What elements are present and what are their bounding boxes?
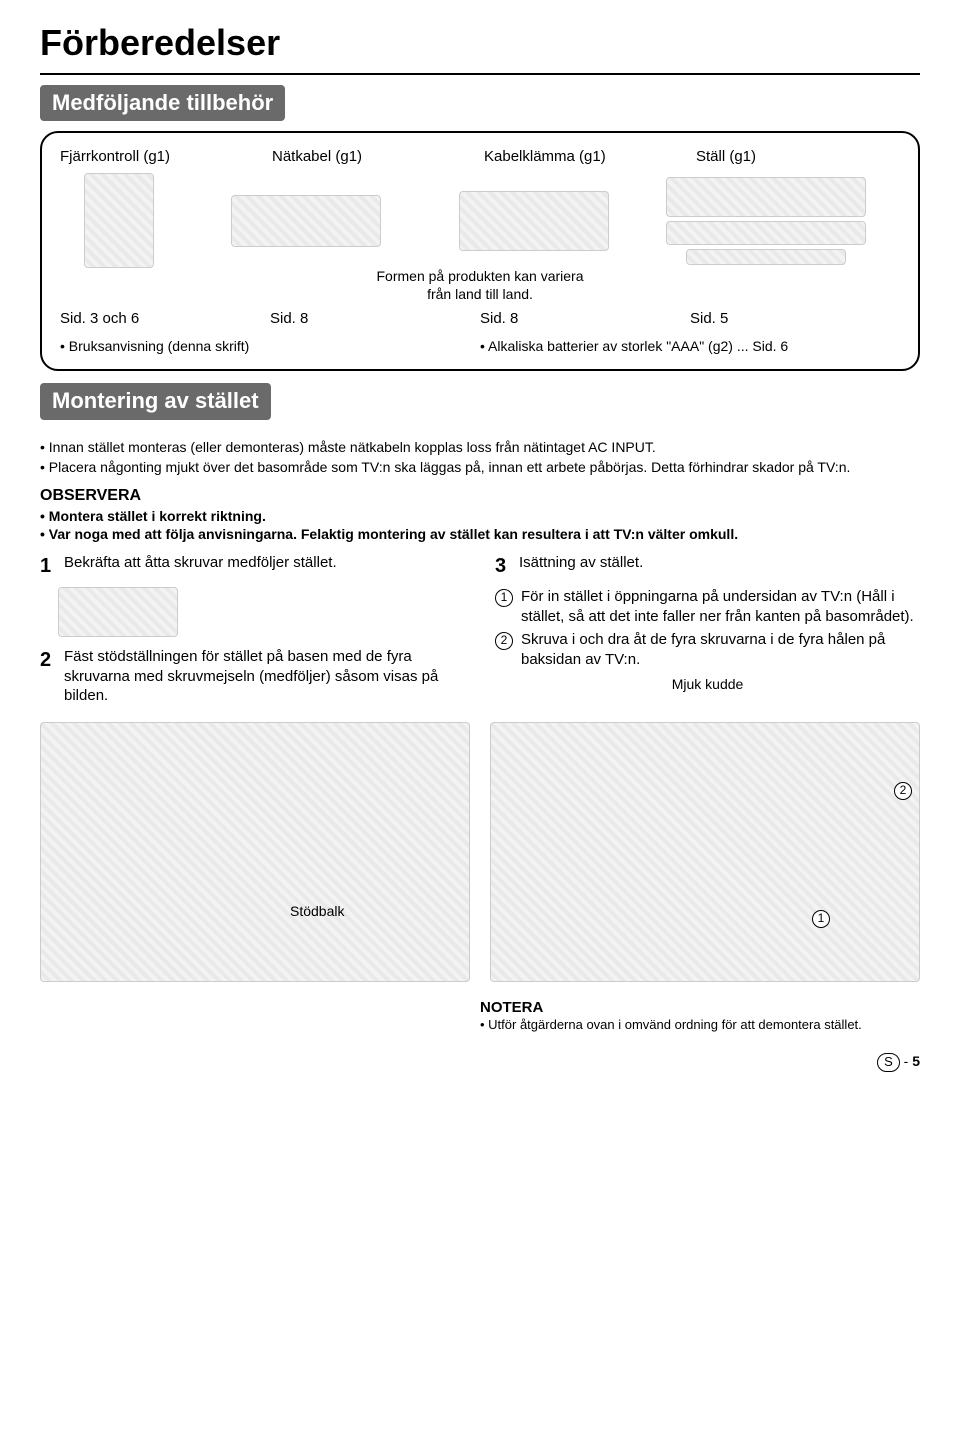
diagram-right: 2 1: [490, 722, 920, 982]
steps-row: 1 Bekräfta att åtta skruvar medföljer st…: [40, 553, 920, 714]
bottom-diagrams-row: Stödbalk 2 1: [40, 722, 920, 982]
eight-screws-icon: [58, 587, 178, 637]
circled-number-icon: 2: [894, 782, 912, 800]
accessory-label: Ställ (g1): [696, 147, 900, 167]
accessories-labels-row: Fjärrkontroll (g1) Nätkabel (g1) Kabelkl…: [60, 147, 900, 167]
substep-1: 1 För in stället i öppningarna på unders…: [495, 587, 920, 626]
step-3: 3 Isättning av stället.: [495, 553, 920, 579]
accessory-note-line: Formen på produkten kan variera: [60, 267, 900, 285]
step-text: Bekräfta att åtta skruvar medföljer stäl…: [64, 553, 465, 579]
page-ref: Sid. 5: [690, 309, 900, 329]
intro-bullet: Innan stället monteras (eller demonteras…: [40, 438, 920, 456]
accessory-label: Kabelklämma (g1): [484, 147, 688, 167]
page-ref: Sid. 8: [270, 309, 480, 329]
screwdriver-icon: [686, 249, 846, 265]
page-lang-badge: S: [877, 1053, 900, 1072]
observera-block: OBSERVERA Montera stället i korrekt rikt…: [40, 486, 920, 543]
steps-right-col: 3 Isättning av stället. 1 För in stället…: [495, 553, 920, 714]
circled-number-icon: 1: [812, 910, 830, 928]
observera-bullet: Var noga med att följa anvisningarna. Fe…: [40, 525, 920, 543]
page-ref: Sid. 8: [480, 309, 690, 329]
stand-icon: [666, 177, 866, 217]
accessory-label: Fjärrkontroll (g1): [60, 147, 264, 167]
accessory-label: Nätkabel (g1): [272, 147, 476, 167]
step-number: 1: [40, 553, 64, 579]
observera-title: OBSERVERA: [40, 486, 920, 507]
circled-number-icon: 2: [495, 632, 513, 650]
step-2: 2 Fäst stödställningen för stället på ba…: [40, 647, 465, 706]
page-dash: -: [900, 1053, 912, 1069]
manual-bullet: Bruksanvisning (denna skrift): [60, 338, 249, 354]
cable-clamp-icon: [459, 191, 609, 251]
notera-title: NOTERA: [480, 998, 920, 1018]
section-accessories-header: Medföljande tillbehör: [40, 85, 285, 122]
accessory-note: Formen på produkten kan variera från lan…: [60, 267, 900, 303]
section-mounting-header: Montering av stället: [40, 383, 271, 420]
observera-bullet: Montera stället i korrekt riktning.: [40, 507, 920, 525]
step-text: Fäst stödställningen för stället på base…: [64, 647, 465, 706]
page-title: Förberedelser: [40, 20, 920, 67]
accessories-extra-row: Bruksanvisning (denna skrift) Alkaliska …: [60, 337, 900, 355]
soft-cushion-label: Mjuk kudde: [495, 675, 920, 693]
intro-bullet: Placera någonting mjukt över det basområ…: [40, 458, 920, 476]
step-text: Isättning av stället.: [519, 553, 920, 579]
accessories-box: Fjärrkontroll (g1) Nätkabel (g1) Kabelkl…: [40, 131, 920, 371]
substep-text: För in stället i öppningarna på undersid…: [521, 587, 920, 626]
step-1: 1 Bekräfta att åtta skruvar medföljer st…: [40, 553, 465, 579]
steps-left-col: 1 Bekräfta att åtta skruvar medföljer st…: [40, 553, 465, 714]
notera-bullet: Utför åtgärderna ovan i omvänd ordning f…: [480, 1017, 920, 1034]
substep-text: Skruva i och dra åt de fyra skruvarna i …: [521, 630, 920, 669]
batteries-bullet: Alkaliska batterier av storlek "AAA" (g2…: [480, 338, 788, 354]
step-number: 3: [495, 553, 519, 579]
mounting-intro: Innan stället monteras (eller demonteras…: [40, 438, 920, 476]
power-cable-icon: [231, 195, 381, 247]
diagram-left: Stödbalk: [40, 722, 470, 982]
accessory-note-line: från land till land.: [60, 285, 900, 303]
circled-number-icon: 1: [495, 589, 513, 607]
stand-assembly-diagram: [40, 722, 470, 982]
horizontal-rule: [40, 73, 920, 75]
page-footer: S - 5: [40, 1052, 920, 1072]
support-beam-label: Stödbalk: [290, 902, 344, 920]
remote-icon: [84, 173, 154, 268]
tv-mounting-diagram: [490, 722, 920, 982]
page-ref: Sid. 3 och 6: [60, 309, 270, 329]
step-number: 2: [40, 647, 64, 706]
accessories-page-refs: Sid. 3 och 6 Sid. 8 Sid. 8 Sid. 5: [60, 309, 900, 329]
notera-block: NOTERA Utför åtgärderna ovan i omvänd or…: [480, 998, 920, 1034]
substep-2: 2 Skruva i och dra åt de fyra skruvarna …: [495, 630, 920, 669]
page-number: 5: [912, 1053, 920, 1069]
stand-screws-icon: [666, 221, 866, 245]
accessories-images-row: [60, 171, 900, 271]
